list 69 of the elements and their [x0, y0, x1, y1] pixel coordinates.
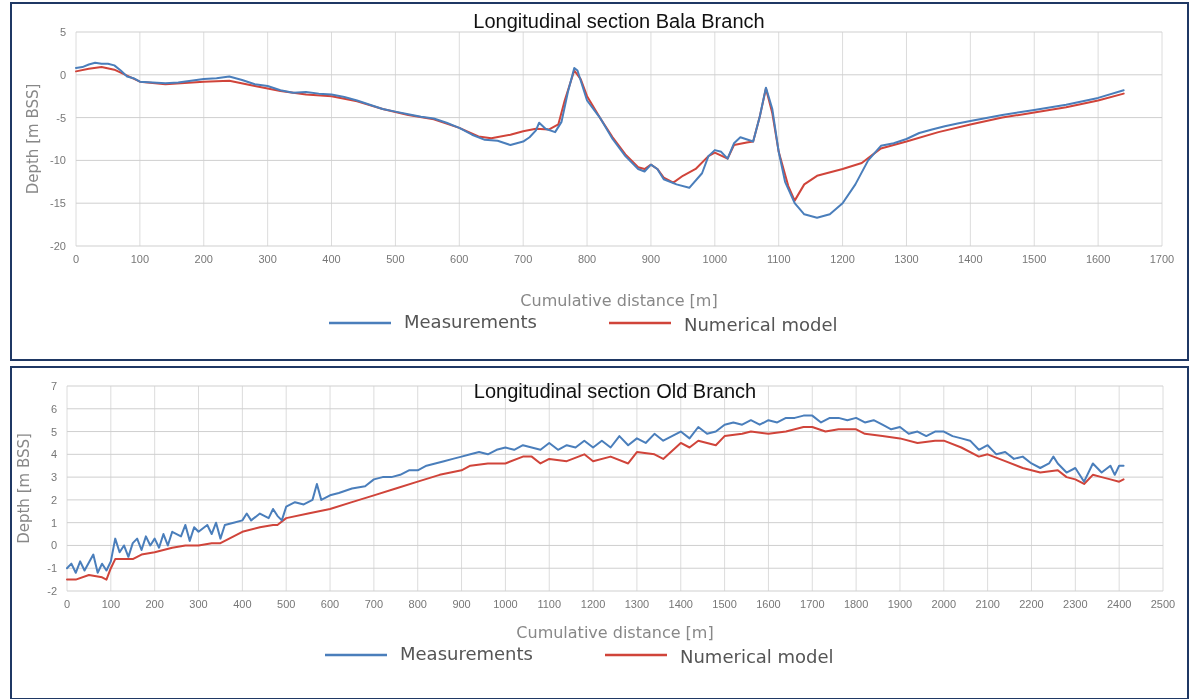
- y-tick-label: -20: [50, 240, 66, 252]
- x-tick-label: 2300: [1063, 598, 1088, 610]
- x-tick-label: 100: [101, 598, 121, 610]
- x-tick-label: 1200: [580, 598, 606, 610]
- x-tick-label: 2400: [1106, 598, 1132, 610]
- x-tick-label: 1900: [887, 598, 913, 610]
- x-tick-label: 1000: [493, 598, 518, 610]
- chart-title: Longitudinal section Old Branch: [473, 380, 757, 402]
- x-tick-label: 400: [322, 253, 341, 265]
- x-tick-label: 900: [641, 253, 661, 265]
- y-tick-label: 0: [50, 539, 57, 552]
- y-tick-label: -1: [47, 562, 57, 575]
- chart-title: Longitudinal section Bala Branch: [473, 10, 765, 32]
- x-tick-label: 400: [233, 598, 252, 610]
- x-tick-label: 200: [145, 598, 164, 610]
- y-tick-label: 2: [50, 493, 57, 506]
- x-tick-label: 700: [514, 253, 533, 265]
- x-tick-label: 500: [277, 598, 296, 610]
- y-tick-label: 7: [50, 380, 57, 392]
- x-tick-label: 700: [364, 598, 384, 610]
- y-axis-title: Depth [m BSS]: [24, 83, 42, 195]
- x-tick-label: 1100: [766, 253, 791, 265]
- x-tick-label: 1800: [843, 598, 869, 610]
- legend-label: Measurements: [400, 643, 533, 664]
- x-tick-label: 1000: [702, 253, 728, 265]
- x-tick-label: 500: [386, 253, 405, 265]
- y-tick-label: 5: [50, 425, 57, 438]
- x-tick-label: 2000: [931, 598, 957, 610]
- x-tick-label: 1500: [1021, 253, 1047, 265]
- x-tick-label: 1700: [800, 598, 825, 610]
- y-tick-label: 5: [59, 26, 66, 38]
- x-tick-label: 1500: [712, 598, 737, 610]
- x-tick-label: 1200: [830, 253, 855, 265]
- x-tick-label: 200: [194, 253, 213, 265]
- x-tick-label: 1700: [1149, 253, 1175, 265]
- x-tick-label: 1600: [1085, 253, 1111, 265]
- x-tick-label: 2200: [1019, 598, 1044, 610]
- x-axis-title: Cumulative distance [m]: [516, 623, 714, 642]
- legend-label: Numerical model: [680, 646, 834, 667]
- x-tick-label: 600: [450, 253, 469, 265]
- y-axis-title: Depth [m BSS]: [15, 433, 33, 544]
- x-tick-label: 300: [189, 598, 208, 610]
- x-tick-label: 600: [320, 598, 340, 610]
- x-tick-label: 1600: [756, 598, 781, 610]
- x-tick-label: 800: [577, 253, 597, 265]
- x-tick-label: 1100: [537, 598, 562, 610]
- x-tick-label: 1400: [958, 253, 983, 265]
- legend-label: Numerical model: [684, 314, 838, 335]
- x-tick-label: 1300: [624, 598, 650, 610]
- y-tick-label: 4: [50, 448, 57, 461]
- legend-label: Measurements: [404, 311, 537, 332]
- y-tick-label: 1: [50, 516, 57, 529]
- x-tick-label: 100: [130, 253, 150, 265]
- x-tick-label: 800: [408, 598, 427, 610]
- y-tick-label: -2: [47, 585, 57, 597]
- x-axis-title: Cumulative distance [m]: [520, 291, 718, 310]
- y-tick-label: -5: [56, 111, 66, 124]
- x-tick-label: 1400: [668, 598, 693, 610]
- x-tick-label: 0: [72, 253, 80, 265]
- y-tick-label: 6: [50, 402, 57, 415]
- y-tick-label: 0: [59, 68, 66, 81]
- y-tick-label: -10: [50, 154, 66, 167]
- y-tick-label: -15: [50, 197, 66, 210]
- x-tick-label: 2500: [1150, 598, 1176, 610]
- y-tick-label: 3: [50, 471, 57, 484]
- x-tick-label: 900: [452, 598, 471, 610]
- x-tick-label: 2100: [975, 598, 1000, 610]
- x-tick-label: 1300: [894, 253, 919, 265]
- x-tick-label: 300: [258, 253, 277, 265]
